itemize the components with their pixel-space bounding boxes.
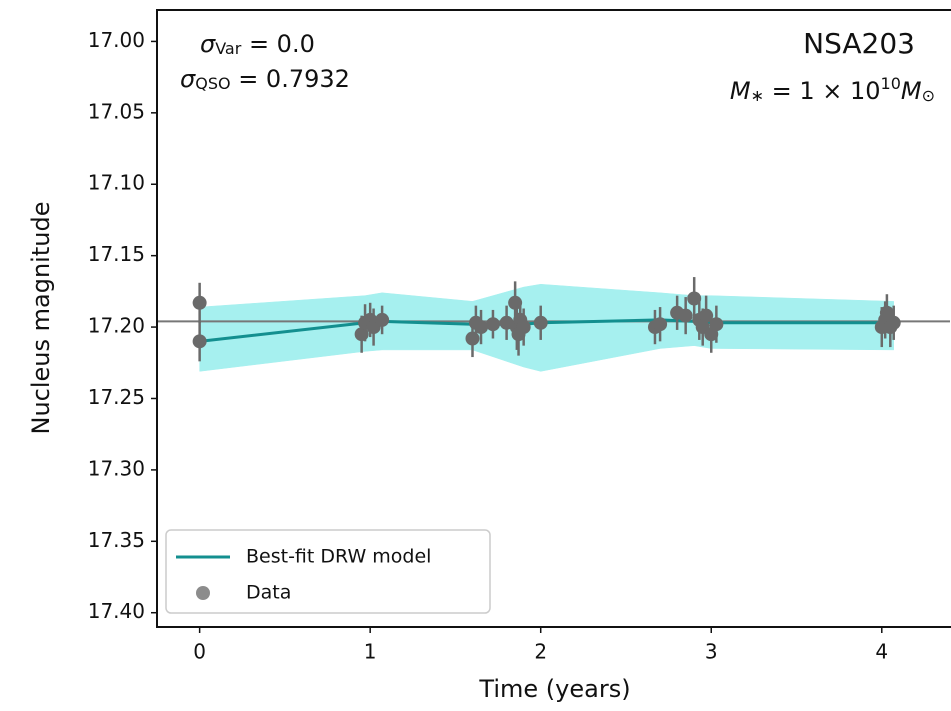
legend-box: [165, 529, 491, 614]
annotation: M∗​ = 1 × 1010​M⊙​: [730, 74, 935, 105]
data-point: [653, 317, 668, 332]
data-point: [678, 308, 693, 323]
annotation-part: Var: [215, 39, 242, 58]
data-point: [465, 331, 480, 346]
data-point: [354, 327, 369, 342]
legend-marker: [196, 586, 210, 600]
y-tick-label: 17.30: [88, 456, 145, 480]
data-point: [192, 295, 207, 310]
data-point: [533, 315, 548, 330]
annotation-part: = 1 × 10: [764, 77, 881, 105]
data-point: [699, 308, 714, 323]
y-tick-label: 17.15: [88, 242, 145, 266]
data-point: [508, 295, 523, 310]
annotation-part: = 0.0: [241, 30, 315, 58]
legend-label: Best-fit DRW model: [246, 546, 431, 568]
annotation-part: = 0.7932: [231, 65, 350, 93]
annotation: σVar​ = 0.0: [200, 30, 315, 58]
annotation-part: σ: [180, 65, 196, 93]
data-point: [879, 305, 894, 320]
data-point: [516, 320, 531, 335]
legend: Best-fit DRW model Data: [165, 529, 491, 614]
annotation: σQSO​ = 0.7932: [180, 65, 350, 93]
data-point: [687, 291, 702, 306]
data-point: [709, 317, 724, 332]
data-point: [192, 334, 207, 349]
chart-title: NSA203: [803, 27, 915, 60]
x-tick-label: 1: [364, 640, 377, 664]
y-tick-label: 17.10: [88, 171, 145, 195]
legend-label: Data: [246, 582, 291, 604]
data-point: [474, 320, 489, 335]
x-tick-label: 4: [875, 640, 888, 664]
annotation-part: M: [901, 77, 922, 105]
annotation-part: M: [730, 77, 751, 105]
y-axis-label: Nucleus magnitude: [27, 202, 55, 435]
data-point: [375, 312, 390, 327]
plot-area: [157, 277, 950, 372]
y-tick-label: 17.20: [88, 314, 145, 338]
x-tick-label: 2: [534, 640, 547, 664]
annotation-part: ∗: [751, 86, 764, 105]
y-tick-label: 17.25: [88, 385, 145, 409]
x-axis-label: Time (years): [478, 675, 630, 703]
plot-frame: [156, 9, 951, 628]
y-tick-label: 17.05: [88, 99, 145, 123]
x-tick-label: 0: [193, 640, 206, 664]
annotation-part: 10: [881, 74, 901, 93]
y-tick-label: 17.40: [88, 599, 145, 623]
annotation-part: QSO: [195, 74, 230, 93]
y-tick-label: 17.35: [88, 528, 145, 552]
annotation-part: ⊙: [922, 86, 935, 105]
x-tick-label: 3: [705, 640, 718, 664]
confidence-band: [540, 283, 661, 372]
y-tick-label: 17.00: [88, 28, 145, 52]
annotation-part: σ: [200, 30, 216, 58]
data-point: [886, 315, 901, 330]
data-point: [485, 317, 500, 332]
